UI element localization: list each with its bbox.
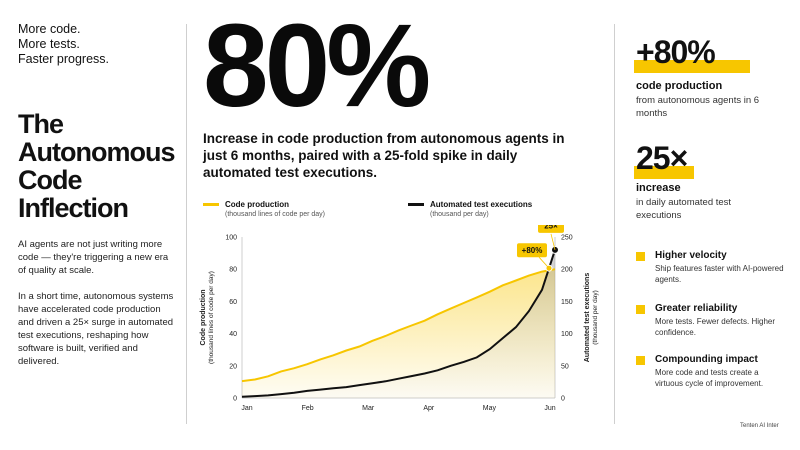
divider-left: [186, 24, 187, 424]
test-executions-marker: [551, 245, 559, 254]
title-line: The: [18, 109, 64, 139]
x-tick-label: Feb: [302, 405, 314, 412]
credit: Tenten AI Inter: [740, 423, 779, 429]
page-title: The Autonomous Code Inflection: [18, 109, 175, 223]
description: Increase in code production from autonom…: [203, 131, 565, 180]
big-number: 80%: [203, 0, 431, 132]
code-production-leader: [538, 256, 550, 269]
tagline-line: More code.: [18, 22, 81, 36]
stat-label: code production: [636, 80, 723, 92]
left-tick-label: 20: [229, 363, 237, 370]
left-tick-label: 60: [229, 299, 237, 306]
left-axis-subtitle: (thousand lines of code per day): [208, 271, 215, 364]
stat-value: 25×: [636, 140, 688, 176]
stat-value: +80%: [636, 34, 716, 70]
right-tick-label: 250: [561, 235, 573, 242]
right-tick-label: 50: [561, 363, 569, 370]
legend-unit: (thousand lines of code per day): [225, 211, 326, 218]
bullet-title: Higher velocity: [655, 250, 727, 261]
x-tick-label: Apr: [423, 405, 435, 412]
divider-right: [614, 24, 615, 424]
legend-label: Automated test executions: [430, 200, 533, 209]
body-text: In a short time, autonomous systems have…: [18, 291, 174, 367]
code-production-badge: [517, 243, 547, 258]
legend-unit: (thousand per day): [430, 211, 489, 218]
right-axis-subtitle: (thousand per day): [592, 290, 599, 345]
legend-label: Code production: [225, 200, 289, 209]
right-tick-label: 0: [561, 396, 565, 403]
bullet-text: More code and tests create a virtuous cy…: [655, 368, 764, 388]
left-tick-label: 40: [229, 331, 237, 338]
bullet-text: More tests. Fewer defects. Higher confid…: [655, 317, 776, 337]
title-line: Inflection: [18, 193, 129, 223]
stat-label: increase: [636, 182, 681, 194]
legend-swatch-black: [408, 203, 424, 207]
legend-swatch-yellow: [203, 203, 219, 207]
x-tick-label: Jan: [241, 405, 252, 412]
code-production-badge-label: +80%: [522, 246, 543, 255]
test-executions-area: [242, 249, 555, 398]
legend-tests: Automated test executions (thousand per …: [408, 200, 532, 218]
left-tick-label: 80: [229, 267, 237, 274]
highlight-bar: [634, 166, 694, 179]
right-tick-label: 100: [561, 331, 573, 338]
bullet-title: Greater reliability: [655, 303, 738, 314]
code-production-line: [241, 268, 556, 383]
test-executions-badge-label: 25×: [544, 225, 558, 230]
title-line: Autonomous: [18, 137, 175, 167]
title-line: Code: [18, 165, 83, 195]
x-tick-label: May: [483, 405, 497, 412]
x-tick-label: Jun: [544, 405, 555, 412]
bullet-square: [636, 252, 645, 261]
test-executions-badge: [538, 225, 564, 233]
right-tick-label: 150: [561, 299, 573, 306]
right-axis-title: Automated test executions: [584, 273, 591, 363]
left-tick-label: 0: [233, 396, 237, 403]
highlight-bar: [634, 60, 750, 73]
intro-text: AI agents are not just writing more code…: [18, 239, 169, 276]
left-tick-label: 100: [225, 235, 237, 242]
bullet-square: [636, 356, 645, 365]
test-executions-line: [241, 249, 556, 398]
tagline-line: Faster progress.: [18, 52, 110, 66]
chart: 0 20 40 60 80 100 0 50 100 150 200 250 Jan Feb Mar Apr M…: [200, 225, 599, 412]
tagline: More code. More tests. Faster progress.: [18, 22, 178, 67]
legend-code: Code production (thousand lines of code …: [203, 200, 325, 218]
stat-sub: in daily automated test executions: [636, 197, 732, 221]
x-tick-label: Mar: [362, 405, 375, 412]
bullet-text: Ship features faster with AI-powered age…: [655, 264, 784, 284]
bullet-title: Compounding impact: [655, 354, 758, 365]
right-tick-label: 200: [561, 267, 573, 274]
bullet-square: [636, 305, 645, 314]
stat-sub: from autonomous agents in 6 months: [636, 95, 760, 119]
test-executions-leader: [550, 233, 556, 250]
left-axis-title: Code production: [200, 290, 207, 346]
tagline-line: More tests.: [18, 37, 80, 51]
